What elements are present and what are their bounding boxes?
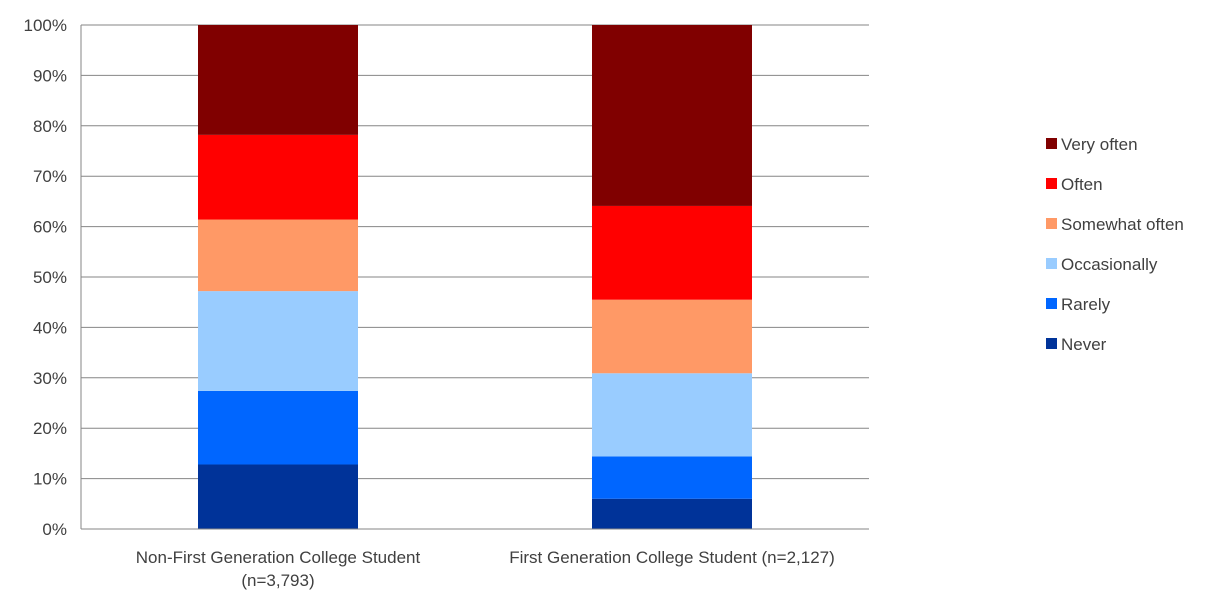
y-tick-label: 100% [24, 16, 67, 35]
legend-label: Very often [1061, 135, 1138, 154]
legend: Very often Often Somewhat often Occasionall… [1046, 135, 1184, 354]
bar-segment-somewhat-often [592, 299, 752, 374]
bar-segment-never [198, 464, 358, 529]
legend-swatch [1046, 178, 1057, 189]
legend-swatch [1046, 138, 1057, 149]
x-category-label: First Generation College Student (n=2,12… [509, 548, 835, 567]
legend-swatch [1046, 258, 1057, 269]
legend-swatch [1046, 298, 1057, 309]
y-tick-label: 90% [33, 66, 67, 85]
y-tick-label: 40% [33, 318, 67, 337]
bar-segment-somewhat-often [198, 219, 358, 292]
legend-label: Occasionally [1061, 255, 1158, 274]
y-tick-label: 0% [42, 520, 67, 539]
x-axis: Non-First Generation College Student (n=3… [81, 528, 869, 590]
x-category-label: Non-First Generation College Student (n=3… [136, 548, 421, 590]
legend-swatch [1046, 218, 1057, 229]
bar-segment-never [592, 498, 752, 529]
bar-segment-very-often [592, 25, 752, 206]
legend-label: Somewhat often [1061, 215, 1184, 234]
y-tick-label: 30% [33, 369, 67, 388]
y-tick-label: 20% [33, 419, 67, 438]
y-tick-label: 60% [33, 218, 67, 237]
bar-segment-occasionally [592, 373, 752, 457]
legend-swatch [1046, 338, 1057, 349]
y-tick-label: 80% [33, 117, 67, 136]
y-tick-label: 70% [33, 167, 67, 186]
bar-segment-often [198, 134, 358, 220]
legend-label: Rarely [1061, 295, 1111, 314]
y-tick-label: 50% [33, 268, 67, 287]
y-tick-label: 10% [33, 470, 67, 489]
legend-label: Never [1061, 335, 1107, 354]
bar-segment-occasionally [198, 291, 358, 391]
legend-label: Often [1061, 175, 1103, 194]
y-axis: 0% 10% 20% 30% 40% 50% 60% 70% 80% 90% 100% [24, 16, 82, 539]
bar-segment-rarely [592, 456, 752, 499]
bar-segment-very-often [198, 25, 358, 135]
bar-segment-rarely [198, 390, 358, 465]
bars [198, 25, 752, 529]
bar-segment-often [592, 205, 752, 300]
